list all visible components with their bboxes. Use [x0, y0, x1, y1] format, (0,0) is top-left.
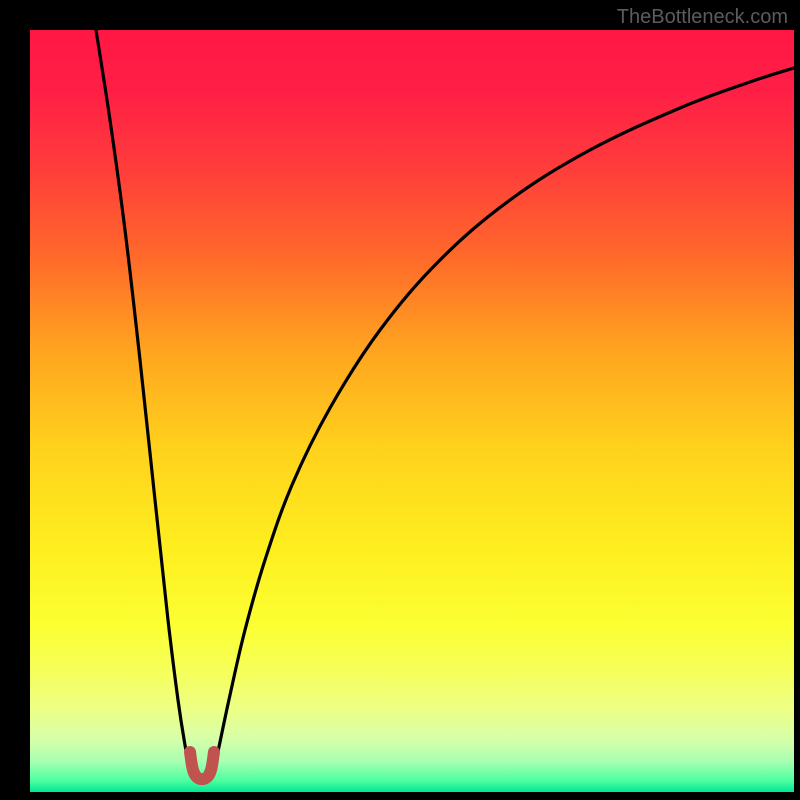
curve-right-branch [214, 68, 794, 770]
valley-marker [190, 752, 214, 779]
curve-overlay-svg [30, 30, 794, 792]
curve-left-branch [96, 30, 190, 770]
plot-area [30, 30, 794, 792]
watermark-text: TheBottleneck.com [617, 6, 788, 29]
